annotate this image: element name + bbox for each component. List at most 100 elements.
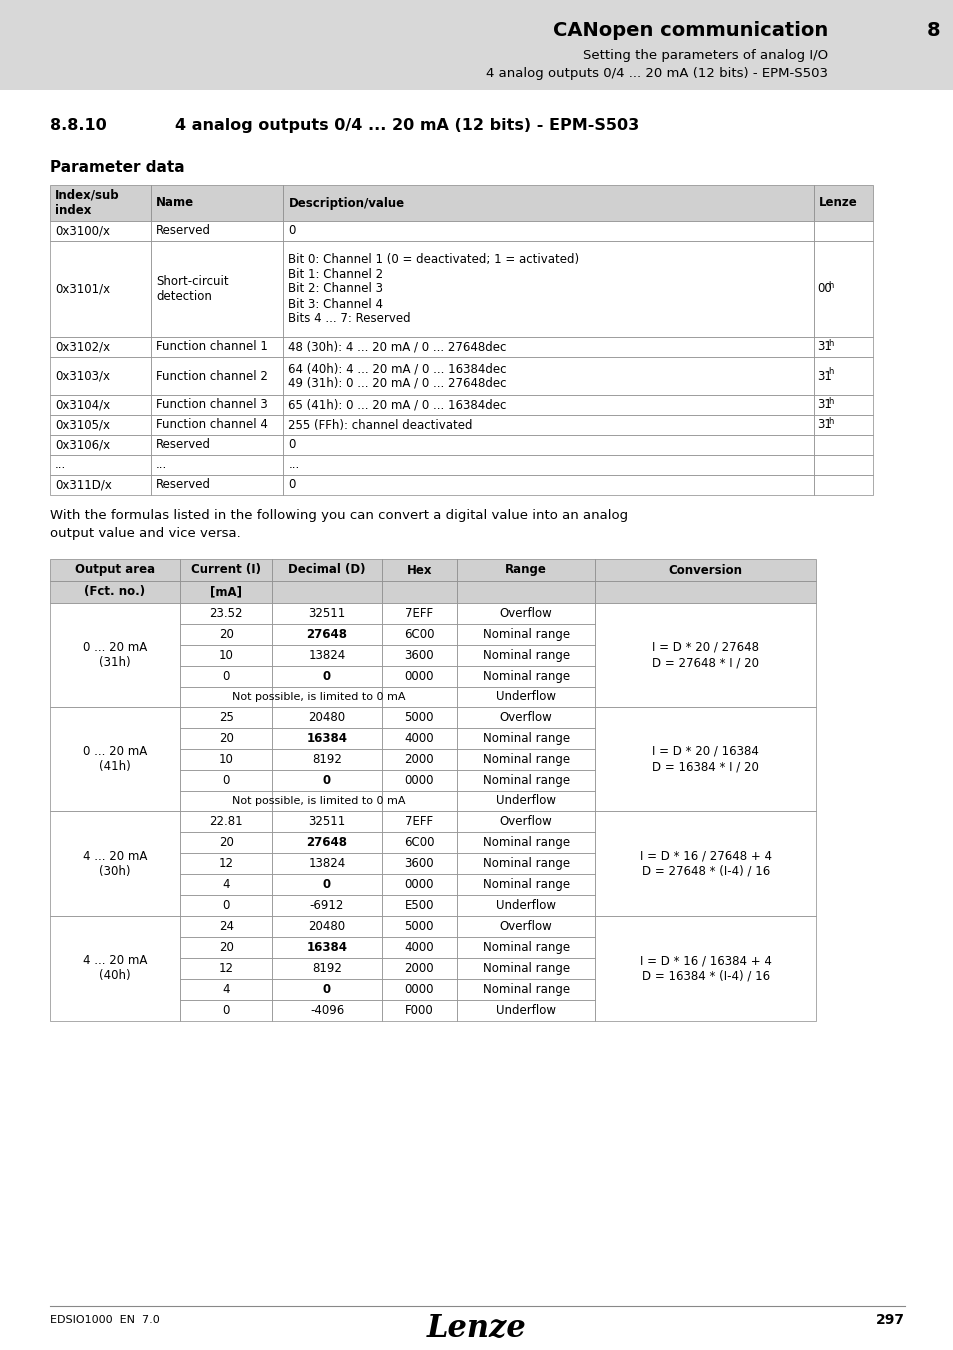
Bar	[283, 414, 813, 435]
Text: h: h	[828, 367, 833, 377]
Bar	[151, 242, 283, 338]
Text: Name: Name	[155, 197, 193, 209]
Text: Underflow: Underflow	[496, 1004, 556, 1017]
Text: h: h	[828, 339, 833, 347]
Text: 7EFF: 7EFF	[405, 815, 433, 828]
Bar	[50, 811, 180, 917]
Text: 6C00: 6C00	[404, 836, 435, 849]
Bar	[151, 475, 283, 495]
Bar	[151, 455, 283, 475]
Bar	[272, 958, 381, 979]
Text: 3600: 3600	[404, 857, 434, 869]
Bar	[50, 559, 180, 580]
Bar	[595, 559, 815, 580]
Bar	[180, 687, 272, 707]
Bar	[272, 728, 381, 749]
Text: 0x311D/x: 0x311D/x	[55, 478, 112, 491]
Bar	[283, 475, 813, 495]
Bar	[272, 603, 381, 624]
Text: 0 ... 20 mA
(31h): 0 ... 20 mA (31h)	[83, 641, 147, 670]
Text: 0x3100/x: 0x3100/x	[55, 224, 110, 238]
Text: Underflow: Underflow	[496, 690, 556, 703]
Bar	[180, 958, 272, 979]
Text: Function channel 1: Function channel 1	[155, 340, 268, 354]
Text: 12: 12	[218, 963, 233, 975]
Bar	[272, 873, 381, 895]
Bar	[381, 645, 456, 666]
Text: Nominal range: Nominal range	[482, 983, 569, 996]
Bar	[381, 707, 456, 728]
Text: 0x3103/x: 0x3103/x	[55, 370, 110, 382]
Text: 31: 31	[817, 370, 832, 382]
Text: 65 (41h): 0 ... 20 mA / 0 ... 16384dec: 65 (41h): 0 ... 20 mA / 0 ... 16384dec	[288, 398, 506, 412]
Text: 3600: 3600	[404, 649, 434, 662]
Bar	[272, 895, 381, 917]
Text: 0: 0	[222, 774, 230, 787]
Bar	[595, 580, 815, 603]
Text: I = D * 20 / 16384
D = 16384 * I / 20: I = D * 20 / 16384 D = 16384 * I / 20	[652, 745, 759, 774]
Bar	[50, 221, 151, 242]
Text: 7EFF: 7EFF	[405, 608, 433, 620]
Text: 22.81: 22.81	[209, 815, 243, 828]
Text: h: h	[828, 417, 833, 425]
Text: 8192: 8192	[312, 963, 341, 975]
Text: Function channel 4: Function channel 4	[155, 418, 268, 432]
Text: Overflow: Overflow	[499, 815, 552, 828]
Text: 0000: 0000	[404, 670, 434, 683]
Text: 25: 25	[218, 711, 233, 724]
Text: 16384: 16384	[306, 732, 347, 745]
Bar	[180, 666, 272, 687]
Bar	[272, 769, 381, 791]
Text: (Fct. no.): (Fct. no.)	[84, 586, 146, 598]
Text: Nominal range: Nominal range	[482, 670, 569, 683]
Bar	[180, 811, 272, 832]
Text: 0: 0	[323, 670, 331, 683]
Bar	[381, 791, 456, 811]
Text: Function channel 3: Function channel 3	[155, 398, 268, 412]
Bar	[50, 917, 180, 1021]
Bar	[456, 559, 595, 580]
Text: 5000: 5000	[404, 919, 434, 933]
Bar	[272, 917, 381, 937]
Bar	[456, 624, 595, 645]
Bar	[456, 687, 595, 707]
Bar	[813, 414, 872, 435]
Text: -6912: -6912	[310, 899, 344, 913]
Bar	[151, 338, 283, 356]
Bar	[813, 338, 872, 356]
Text: 2000: 2000	[404, 753, 434, 765]
Text: 31: 31	[817, 418, 832, 432]
Text: Lenze: Lenze	[818, 197, 857, 209]
Bar	[381, 832, 456, 853]
Bar	[283, 396, 813, 414]
Bar	[813, 396, 872, 414]
Text: 13824: 13824	[308, 857, 345, 869]
Text: 4000: 4000	[404, 941, 434, 954]
Bar	[151, 414, 283, 435]
Text: 31: 31	[817, 340, 832, 354]
Bar	[813, 242, 872, 338]
Bar	[180, 769, 272, 791]
Text: 0: 0	[288, 224, 295, 238]
Bar	[180, 749, 272, 770]
Bar	[272, 791, 381, 811]
Text: With the formulas listed in the following you can convert a digital value into a: With the formulas listed in the followin…	[50, 509, 627, 522]
Bar	[180, 979, 272, 1000]
Bar	[381, 979, 456, 1000]
Bar	[283, 242, 813, 338]
Text: ...: ...	[55, 459, 66, 471]
Bar	[50, 707, 180, 811]
Bar	[283, 338, 813, 356]
Bar	[180, 895, 272, 917]
Text: Short-circuit
detection: Short-circuit detection	[155, 275, 229, 302]
Bar	[381, 917, 456, 937]
Text: -4096: -4096	[310, 1004, 344, 1017]
Text: Current (I): Current (I)	[191, 563, 261, 576]
Text: 0000: 0000	[404, 774, 434, 787]
Bar	[381, 666, 456, 687]
Bar	[456, 749, 595, 770]
Text: Lenze: Lenze	[427, 1312, 526, 1343]
Text: Decimal (D): Decimal (D)	[288, 563, 365, 576]
Text: 0: 0	[323, 774, 331, 787]
Text: Overflow: Overflow	[499, 919, 552, 933]
